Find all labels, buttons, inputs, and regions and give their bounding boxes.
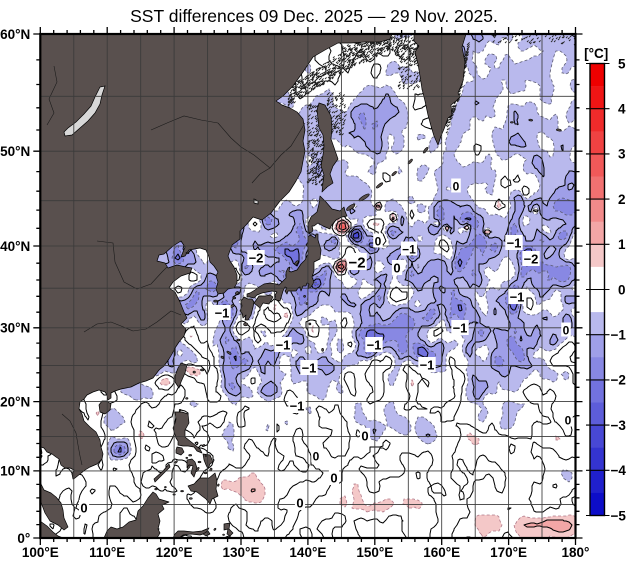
svg-text:−1: −1 [302, 361, 317, 376]
svg-text:−1: −1 [611, 328, 627, 343]
svg-text:0: 0 [296, 496, 303, 511]
svg-text:0: 0 [361, 429, 368, 444]
svg-text:−1: −1 [276, 338, 291, 353]
svg-text:100°E: 100°E [22, 545, 59, 560]
svg-text:120°E: 120°E [156, 545, 193, 560]
svg-text:−1: −1 [510, 290, 525, 305]
svg-text:0: 0 [618, 282, 626, 297]
svg-text:0°: 0° [17, 531, 30, 546]
svg-text:40°N: 40°N [0, 239, 30, 254]
svg-text:[°C]: [°C] [584, 46, 608, 61]
svg-text:0: 0 [375, 234, 382, 248]
svg-text:SST differences 09 Dec. 2025 —: SST differences 09 Dec. 2025 — 29 Nov. 2… [130, 6, 498, 26]
svg-text:−2: −2 [348, 254, 365, 271]
svg-text:−1: −1 [215, 306, 230, 321]
svg-text:0: 0 [565, 413, 572, 427]
svg-text:0: 0 [330, 471, 337, 486]
svg-text:180°: 180° [562, 545, 590, 560]
svg-text:5: 5 [618, 56, 626, 71]
svg-text:0: 0 [453, 179, 460, 193]
svg-text:−5: −5 [611, 508, 627, 523]
svg-text:1: 1 [618, 237, 626, 252]
svg-text:50°N: 50°N [0, 144, 30, 159]
svg-text:170°E: 170°E [490, 545, 527, 560]
svg-text:0: 0 [80, 501, 87, 516]
svg-text:−1: −1 [507, 236, 522, 251]
svg-text:2: 2 [618, 192, 626, 207]
svg-text:3: 3 [618, 147, 626, 162]
svg-text:10°N: 10°N [0, 464, 30, 479]
svg-text:−2: −2 [611, 373, 626, 388]
svg-text:0: 0 [313, 449, 320, 463]
svg-text:20°N: 20°N [0, 394, 30, 409]
svg-text:150°E: 150°E [356, 545, 393, 560]
svg-text:160°E: 160°E [423, 545, 460, 560]
svg-text:0: 0 [393, 261, 400, 276]
svg-text:0: 0 [563, 323, 570, 337]
svg-text:110°E: 110°E [89, 545, 125, 560]
svg-text:−4: −4 [611, 463, 627, 478]
svg-text:140°E: 140°E [289, 545, 326, 560]
svg-text:60°N: 60°N [0, 27, 30, 42]
svg-text:−2: −2 [524, 252, 539, 267]
svg-text:−1: −1 [420, 358, 435, 373]
svg-text:−1: −1 [367, 338, 382, 353]
svg-text:130°E: 130°E [223, 545, 260, 560]
svg-text:4: 4 [618, 102, 626, 117]
svg-text:−1: −1 [402, 242, 416, 256]
svg-text:−2: −2 [249, 251, 264, 266]
svg-text:30°N: 30°N [0, 321, 30, 336]
svg-text:−1: −1 [453, 321, 468, 336]
svg-text:−1: −1 [290, 399, 305, 414]
svg-text:−3: −3 [611, 418, 627, 433]
